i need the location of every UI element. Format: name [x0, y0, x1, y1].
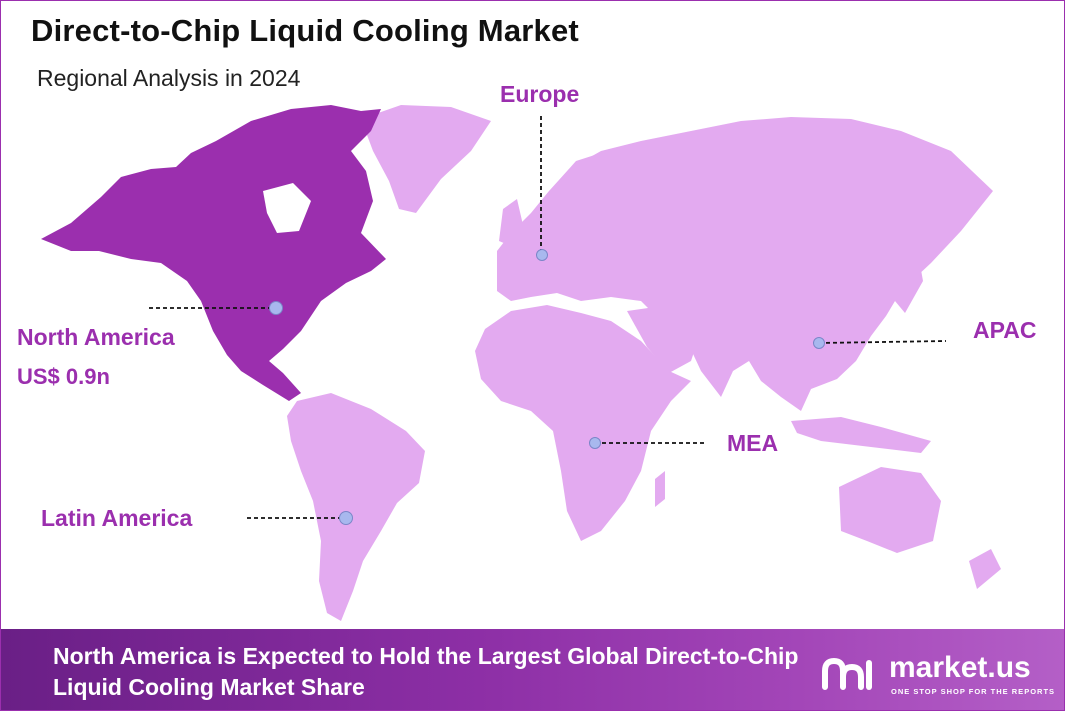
marker-dot-icon — [589, 437, 601, 449]
footer-banner: North America is Expected to Hold the La… — [1, 629, 1064, 710]
region-scandinavia — [541, 153, 611, 241]
page-title: Direct-to-Chip Liquid Cooling Market — [31, 13, 579, 48]
region-eurasia — [497, 117, 993, 411]
region-greenland — [361, 105, 491, 213]
world-map — [41, 105, 1001, 621]
region-africa — [475, 305, 691, 541]
leader-line-apac — [818, 340, 947, 344]
region-britain — [499, 199, 523, 247]
label-north-america: North America — [17, 324, 175, 350]
marker-dot-icon — [813, 337, 825, 349]
label-latin-america: Latin America — [41, 505, 193, 531]
hudson-bay — [263, 183, 311, 233]
page-subtitle: Regional Analysis in 2024 — [37, 65, 301, 91]
marker-dot-icon — [269, 301, 283, 315]
region-japan — [895, 247, 923, 313]
marker-dot-icon — [339, 511, 353, 525]
region-australia — [839, 467, 941, 553]
region-arabia — [627, 305, 701, 373]
label-apac: APAC — [973, 317, 1037, 343]
label-mea: MEA — [727, 430, 779, 456]
brand-logo[interactable]: market.us ONE STOP SHOP FOR THE REPORTS — [819, 651, 1059, 701]
region-madagascar — [655, 471, 665, 507]
label-europe: Europe — [500, 81, 580, 107]
brand-name: market.us — [889, 651, 1031, 684]
region-north-america — [41, 105, 386, 401]
value-north-america: US$ 0.9n — [17, 364, 110, 389]
footer-text: North America is Expected to Hold the La… — [53, 643, 799, 700]
market-us-logo-icon — [822, 657, 872, 690]
brand-tagline: ONE STOP SHOP FOR THE REPORTS — [891, 687, 1056, 696]
region-new-zealand — [969, 549, 1001, 589]
region-indonesia — [791, 417, 931, 453]
region-latin-america — [287, 393, 425, 621]
marker-dot-icon — [536, 249, 548, 261]
